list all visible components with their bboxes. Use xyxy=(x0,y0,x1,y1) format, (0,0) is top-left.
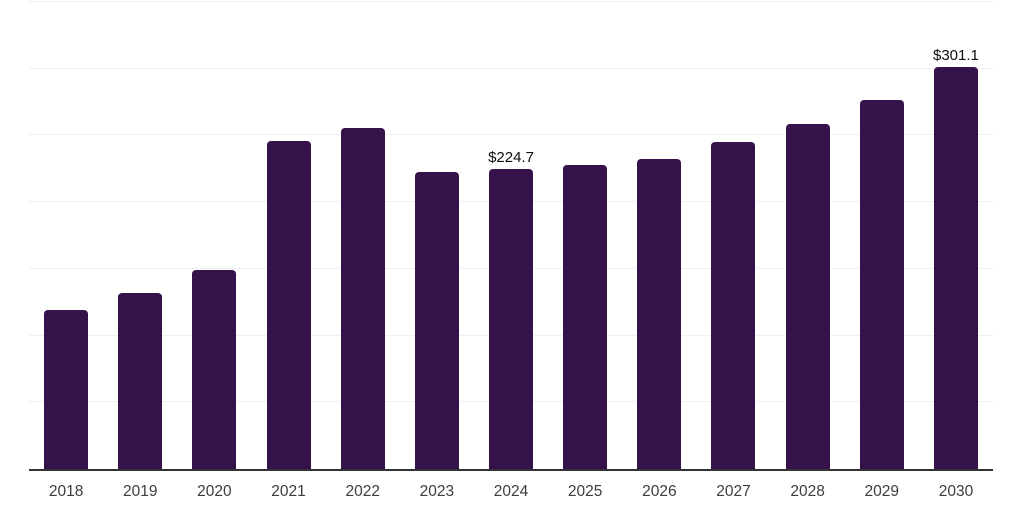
bar-cell-2025 xyxy=(548,2,622,469)
x-tick-2020: 2020 xyxy=(197,483,232,500)
plot-area: $224.7 $301.1 xyxy=(29,1,993,471)
bar-cell-2021 xyxy=(251,2,325,469)
bar-cell-2027 xyxy=(696,2,770,469)
bar-2025 xyxy=(563,164,608,469)
bar-cell-2022 xyxy=(326,2,400,469)
data-label-2030: $301.1 xyxy=(933,47,979,65)
bar-cell-2030: $301.1 xyxy=(919,2,993,469)
x-tick-2022: 2022 xyxy=(345,483,380,500)
bar-2018 xyxy=(44,309,89,469)
x-tick-2030: 2030 xyxy=(938,483,974,500)
x-tick-2026: 2026 xyxy=(642,483,677,500)
bar-2027 xyxy=(711,141,756,469)
bar-cell-2029 xyxy=(845,2,919,469)
bar-2021 xyxy=(266,140,311,469)
x-axis-tick-labels: 2018 2019 2020 2021 2022 2023 2024 2025 2026 2027… xyxy=(29,470,993,500)
bar-2022 xyxy=(340,127,385,469)
x-tick-2028: 2028 xyxy=(790,483,825,500)
x-tick-2021: 2021 xyxy=(271,483,306,500)
gridline-250 xyxy=(29,134,993,136)
bar-cell-2023 xyxy=(400,2,474,469)
bar-2019 xyxy=(118,292,163,469)
bar-cell-2018 xyxy=(29,2,103,469)
bar-cell-2028 xyxy=(771,2,845,469)
bar-cell-2024: $224.7 xyxy=(474,2,548,469)
bar-2024 xyxy=(489,169,534,469)
bar-cell-2019 xyxy=(103,2,177,469)
gridline-350 xyxy=(29,1,993,2)
bar-2020 xyxy=(192,269,237,469)
x-tick-2024: 2024 xyxy=(493,483,529,500)
x-axis-line xyxy=(29,469,993,471)
bar-2030 xyxy=(933,67,978,469)
x-tick-2019: 2019 xyxy=(122,483,158,500)
bar-cell-2026 xyxy=(622,2,696,469)
bar-2023 xyxy=(414,171,459,469)
x-tick-2029: 2029 xyxy=(864,483,900,500)
x-tick-2027: 2027 xyxy=(716,483,751,500)
bar-2029 xyxy=(859,99,904,469)
x-tick-2025: 2025 xyxy=(567,483,603,500)
bars-layer: $224.7 $301.1 xyxy=(29,2,993,469)
x-tick-2018: 2018 xyxy=(48,483,84,500)
gridline-300 xyxy=(29,67,993,69)
bar-2026 xyxy=(637,158,682,469)
bar-cell-2020 xyxy=(177,2,251,469)
x-tick-2023: 2023 xyxy=(419,483,455,500)
bar-2028 xyxy=(785,124,830,469)
data-label-2024: $224.7 xyxy=(488,149,534,167)
